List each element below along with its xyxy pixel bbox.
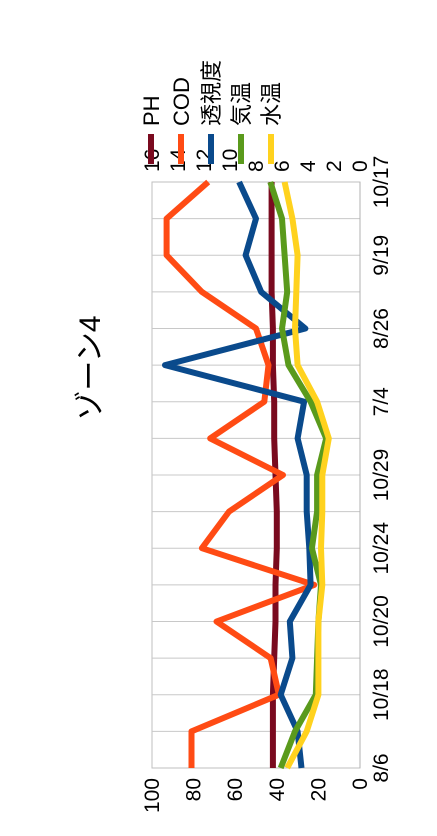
left-tick-label: 80 (183, 778, 206, 801)
x-tick-label: 10/18 (370, 668, 393, 721)
left-tick-label: 20 (307, 778, 330, 801)
right-tick-label: 2 (323, 160, 346, 172)
legend-label: 水温 (259, 82, 284, 126)
chart-title: ゾーン4 (74, 315, 107, 420)
right-tick-label: 6 (271, 160, 294, 172)
x-tick-label: 9/19 (370, 235, 393, 276)
legend-label: 気温 (229, 82, 254, 126)
series-line-2 (163, 179, 318, 768)
legend-label: COD (169, 77, 194, 126)
left-tick-label: 40 (266, 778, 289, 801)
series-line-3 (162, 180, 314, 769)
x-tick-label: 10/20 (370, 595, 393, 648)
left-tick-label: 60 (224, 778, 247, 801)
x-tick-label: 7/4 (370, 387, 393, 417)
series-line-5 (281, 181, 332, 770)
right-tick-label: 4 (297, 160, 320, 172)
x-tick-label: 8/26 (370, 308, 393, 349)
legend-label: PH (139, 95, 164, 126)
right-tick-label: 10 (219, 149, 242, 172)
legend: PH COD 透視度 気温 水温 (139, 60, 284, 164)
left-tick-label: 0 (349, 778, 372, 790)
right-tick-label: 8 (245, 160, 268, 172)
x-tick-label: 10/24 (370, 522, 393, 575)
left-tick-label: 100 (141, 778, 164, 813)
axis-labels: 8/610/1810/2010/2410/297/48/269/1910/170… (141, 148, 393, 813)
x-tick-label: 8/6 (370, 753, 393, 782)
right-tick-label: 0 (349, 160, 372, 172)
x-tick-label: 10/17 (370, 156, 393, 209)
series-layer (162, 179, 332, 770)
legend-label: 透視度 (199, 60, 224, 126)
x-tick-label: 10/29 (370, 449, 393, 502)
